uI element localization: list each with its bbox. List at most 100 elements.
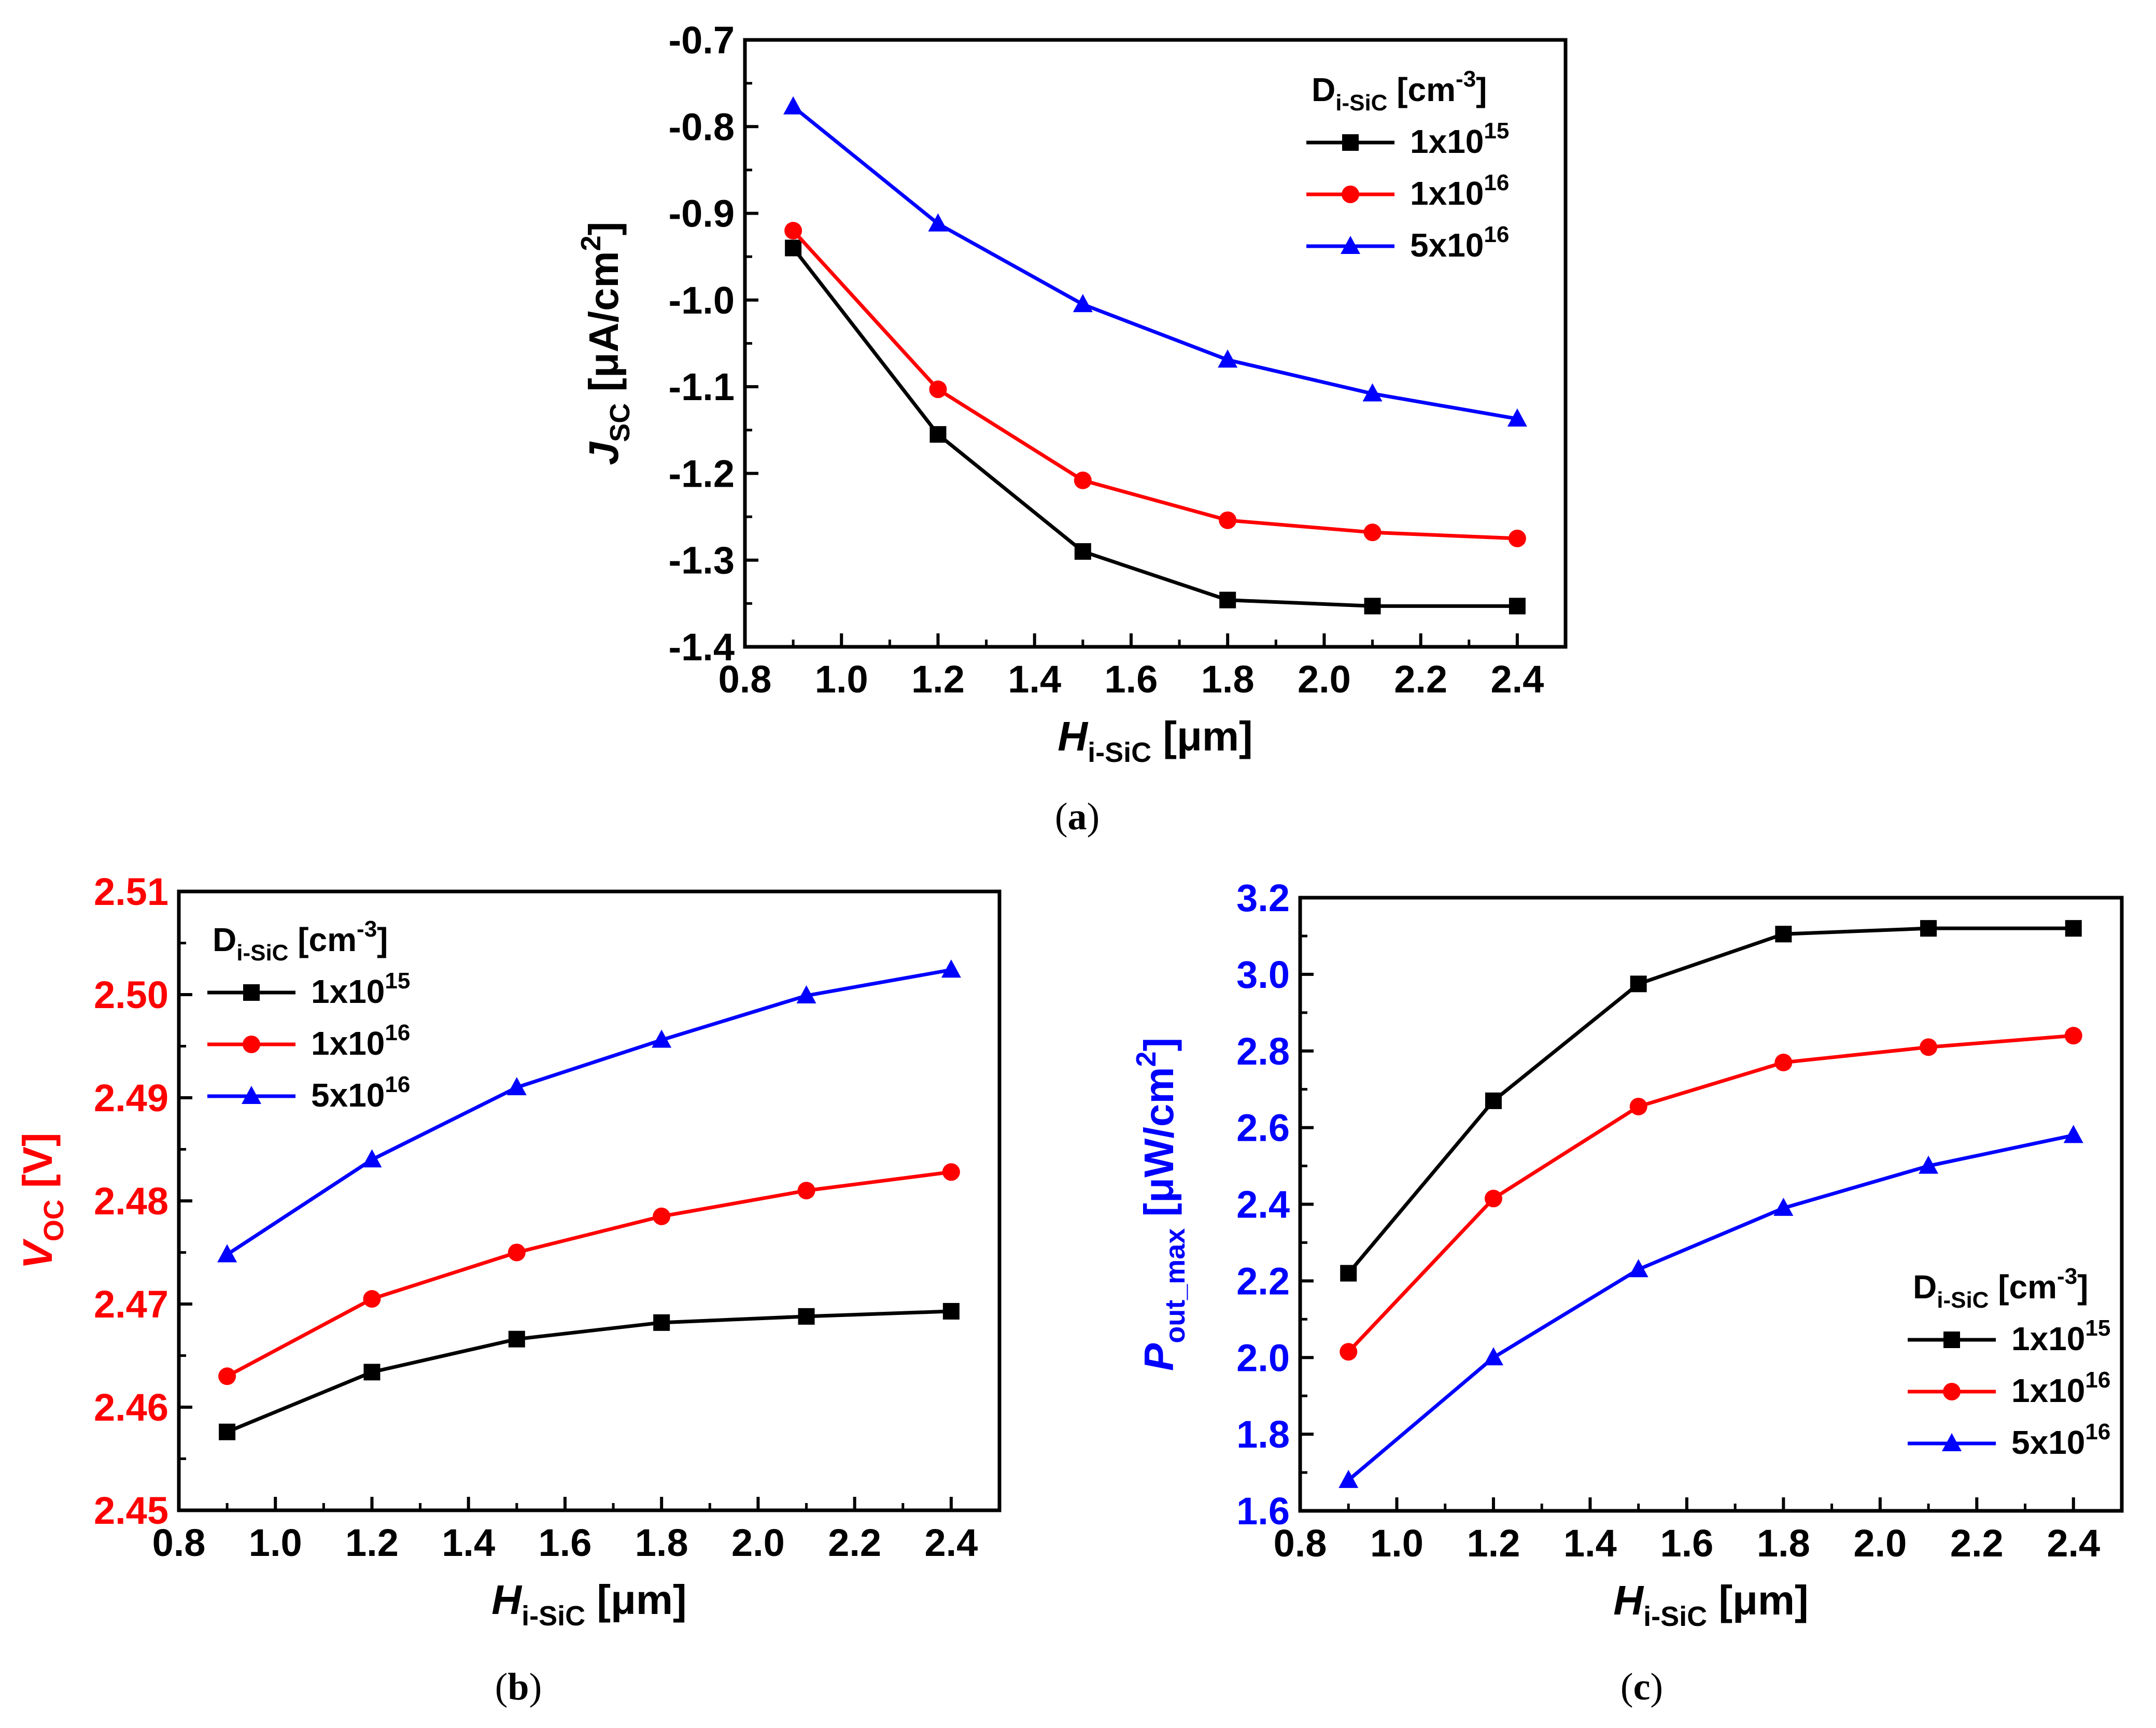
legend-title-sub: i-SiC: [1335, 90, 1387, 116]
x-axis-label-sub: i-SiC: [1088, 737, 1151, 768]
y-tick-label: 2.49: [94, 1077, 168, 1120]
y-axis-label-close: ]: [1136, 1038, 1182, 1052]
x-tick-label: 1.2: [911, 658, 965, 701]
caption-paren: ): [1087, 796, 1100, 838]
data-point: [1074, 471, 1092, 489]
data-point: [1507, 408, 1527, 427]
data-point: [1773, 1197, 1794, 1216]
data-point: [652, 1029, 672, 1048]
legend-label-exp: 16: [1484, 170, 1509, 195]
legend-label-base: 5x10: [1410, 226, 1484, 264]
legend-title-close: ]: [377, 921, 388, 958]
legend-label-exp: 16: [1484, 222, 1509, 247]
caption-letter: c: [1633, 1666, 1651, 1708]
legend-label: 1x1016: [2011, 1367, 2110, 1409]
data-point: [508, 1243, 526, 1262]
legend-label-exp: 16: [2085, 1419, 2110, 1444]
series-triangle: [783, 96, 1527, 427]
data-point: [362, 1149, 382, 1168]
legend-label: 1x1015: [311, 968, 410, 1010]
legend-label-base: 1x10: [311, 1025, 385, 1062]
x-axis-label-main: H: [1058, 713, 1089, 759]
y-axis-label-unit: [μW/cm: [1136, 1067, 1182, 1228]
x-axis-label: Hi-SiC [μm]: [491, 1577, 686, 1632]
x-tick-label: 1.0: [1370, 1522, 1424, 1565]
legend-title-sub: i-SiC: [236, 940, 288, 966]
x-tick-label: 0.8: [718, 658, 772, 701]
data-point: [1218, 349, 1238, 368]
x-axis-label-main: H: [1613, 1577, 1644, 1623]
y-axis-label: Pout_max [μW/cm2]: [1131, 1038, 1191, 1371]
y-tick-label: 3.2: [1236, 876, 1290, 919]
y-tick-label: -0.9: [668, 192, 735, 235]
data-point: [1484, 1189, 1502, 1208]
legend-title-sup: -3: [1456, 66, 1476, 92]
series-square: [785, 239, 1526, 615]
legend-label-base: 1x10: [2011, 1320, 2085, 1357]
data-point: [219, 1423, 236, 1440]
data-point: [942, 1302, 960, 1320]
y-tick-label: 2.8: [1236, 1030, 1290, 1073]
data-point: [1509, 598, 1526, 615]
y-axis-label-main: V: [15, 1239, 61, 1269]
data-point: [1629, 1097, 1647, 1115]
data-point: [1920, 920, 1937, 937]
y-tick-label: -0.7: [668, 19, 735, 62]
series-triangle: [217, 959, 961, 1263]
legend-title-unit: [cm: [288, 921, 357, 958]
series-line: [1347, 1033, 2074, 1353]
legend-label-base: 5x10: [2011, 1424, 2085, 1461]
x-tick-label: 2.4: [2047, 1522, 2100, 1565]
legend-label-exp: 15: [1484, 118, 1509, 144]
x-tick-label: 1.4: [442, 1521, 495, 1564]
data-point: [785, 239, 802, 257]
legend-title-main: D: [1913, 1268, 1937, 1306]
legend-label-exp: 16: [2085, 1367, 2110, 1393]
x-tick-label: 1.6: [539, 1521, 592, 1564]
x-tick-label: 1.4: [1008, 658, 1061, 701]
y-tick-label: 1.6: [1236, 1490, 1290, 1533]
legend-marker: [1943, 1332, 1960, 1348]
x-axis-label-sub: i-SiC: [1643, 1601, 1707, 1632]
y-axis-label-unit: [V]: [15, 1132, 61, 1199]
legend-marker: [1341, 236, 1360, 254]
data-point: [1485, 1092, 1502, 1109]
x-axis-label: Hi-SiC [μm]: [1613, 1577, 1808, 1632]
data-point: [363, 1290, 381, 1308]
data-point: [1775, 926, 1792, 943]
x-tick-label: 1.2: [1467, 1522, 1520, 1565]
data-point: [929, 426, 947, 443]
data-point: [798, 1308, 815, 1325]
legend-label: 1x1015: [2011, 1315, 2110, 1357]
series-square: [1340, 920, 2082, 1282]
legend-title-sup: -3: [357, 916, 377, 942]
legend-title-sub: i-SiC: [1937, 1287, 1989, 1313]
y-tick-label: 2.4: [1236, 1183, 1290, 1226]
x-tick-label: 2.4: [924, 1521, 978, 1564]
x-tick-label: 2.0: [731, 1521, 785, 1564]
legend-label-base: 5x10: [311, 1077, 385, 1114]
series-line: [226, 1309, 952, 1434]
y-tick-label: 2.50: [94, 973, 168, 1016]
legend-title-main: D: [213, 921, 236, 958]
data-point: [1362, 383, 1383, 402]
legend-label-exp: 16: [385, 1020, 410, 1045]
legend-label-exp: 15: [385, 968, 410, 994]
chart-c: 0.8 1.0 1.2 1.4 1.6 1.8 2.0 2.2 2.4 1.6 1.8 2.0 2.2 2…: [1131, 876, 2124, 1708]
data-point: [2063, 1125, 2083, 1143]
y-axis-label-sup: 2: [1131, 1051, 1162, 1067]
caption-paren: (: [1620, 1666, 1633, 1708]
y-tick-label: 2.6: [1236, 1107, 1290, 1150]
series-line: [1347, 1133, 2074, 1482]
y-tick-label: -1.2: [668, 452, 735, 495]
chart-b: 0.8 1.0 1.2 1.4 1.6 1.8 2.0 2.2 2.4 2.45 2.46 2.47 2…: [15, 870, 1002, 1708]
data-point: [508, 1330, 525, 1348]
y-tick-label: 2.47: [94, 1283, 168, 1326]
legend-title: Di-SiC [cm-3]: [1312, 66, 1487, 116]
x-axis-label-unit: [μm]: [1707, 1577, 1809, 1623]
legend-label-base: 1x10: [1410, 175, 1484, 212]
series-circle: [1340, 1027, 2082, 1361]
caption-letter: b: [508, 1666, 529, 1708]
